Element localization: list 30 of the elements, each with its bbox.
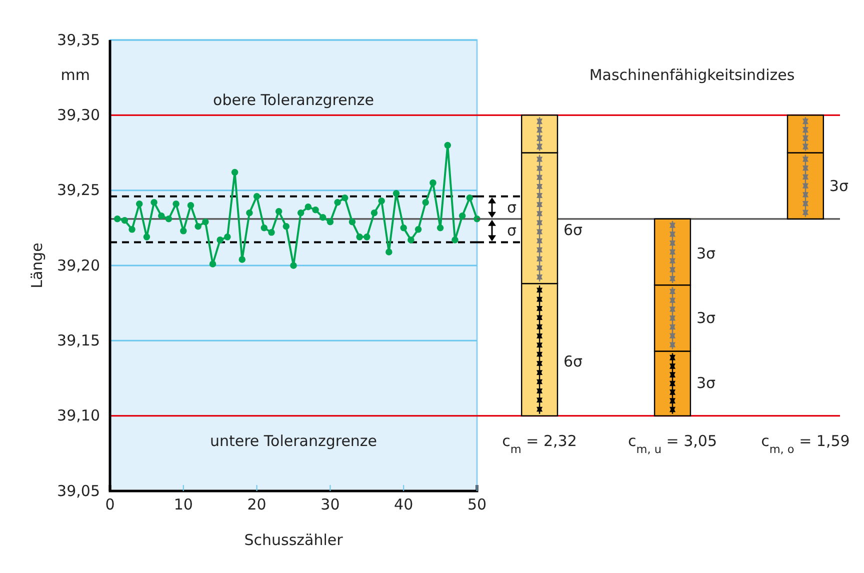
annotation: 6σ (563, 352, 584, 371)
y-axis-title: Länge (28, 242, 46, 288)
x-tick-label: 10 (174, 496, 193, 514)
y-tick-label: 39,10 (57, 406, 100, 425)
text: Maschinenfähigkeitsindizes (589, 66, 795, 84)
annotation: σ (507, 198, 517, 217)
y-tick-label: 39,35 (57, 30, 100, 49)
annotation: 3σ (696, 244, 716, 262)
annotation: σ (507, 222, 517, 240)
y-tick-label: 39,15 (57, 331, 100, 350)
annotation: 3σ (696, 309, 716, 328)
x-tick-label: c$_{m, o}$ = 1,59 (761, 432, 850, 456)
y-tick-label: 39,25 (57, 181, 100, 200)
annotation: 3σ (696, 374, 716, 392)
x-tick-label: 30 (320, 496, 340, 514)
x-tick-label: 20 (247, 496, 266, 514)
x-tick-label: c$_{m}$ = 2,32 (502, 432, 577, 456)
x-tick-label: 0 (105, 496, 115, 514)
ref-line-label: obere Toleranzgrenze (213, 91, 374, 110)
x-tick-label: c$_{m, u}$ = 3,05 (628, 432, 718, 456)
ref-line-label: untere Toleranzgrenze (210, 432, 378, 450)
annotation: 3σ (829, 176, 849, 195)
x-tick-label: 40 (394, 496, 414, 514)
y-tick-label: 39,05 (57, 482, 100, 500)
annotation: 6σ (563, 221, 584, 240)
text: mm (60, 66, 90, 84)
y-tick-label: 39,20 (57, 256, 100, 274)
x-tick-label: 50 (467, 496, 487, 514)
y-tick-label: 39,30 (57, 106, 100, 124)
x-axis-title: Schusszähler (244, 531, 344, 549)
